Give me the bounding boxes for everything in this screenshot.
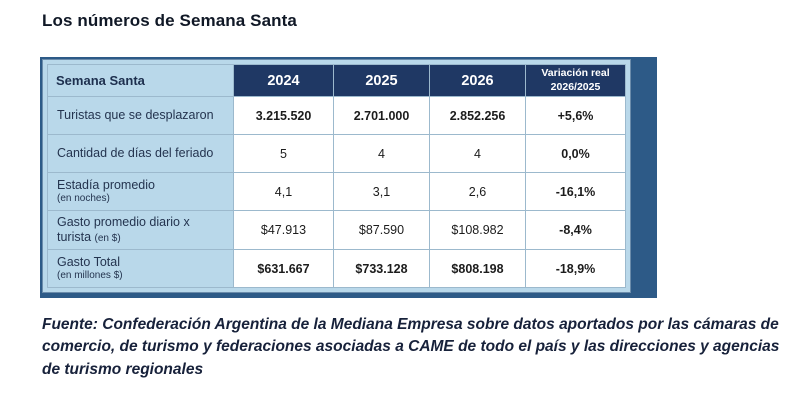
value-cell-2026: 2.852.256 [429, 96, 526, 136]
variation-cell: -16,1% [525, 172, 626, 212]
value-cell-2024: $631.667 [233, 249, 334, 289]
source-note: Fuente: Confederación Argentina de la Me… [42, 316, 780, 378]
value-cell-2024: $47.913 [233, 210, 334, 251]
value-cell-2026: 4 [429, 134, 526, 174]
row-label-unit: (en millones $) [57, 270, 123, 282]
table-frame: Semana Santa 2024 2025 2026 Variación re… [42, 59, 631, 294]
row-label-cell: Cantidad de días del feriado [47, 134, 234, 174]
table-row-gasto-promedio: Gasto promedio diario x turista (en $) $… [47, 210, 626, 251]
table-header-row: Semana Santa 2024 2025 2026 Variación re… [47, 63, 626, 98]
value-cell-2025: 4 [333, 134, 430, 174]
table-row-dias-feriado: Cantidad de días del feriado 5 4 4 0,0% [47, 134, 626, 174]
row-label-cell: Turistas que se desplazaron [47, 96, 234, 136]
value-cell-2026: 2,6 [429, 172, 526, 212]
row-label-cell: Gasto Total (en millones $) [47, 249, 234, 289]
table-row-turistas: Turistas que se desplazaron 3.215.520 2.… [47, 96, 626, 136]
value-cell-2025: $733.128 [333, 249, 430, 289]
row-label-text: Gasto Total [57, 255, 121, 270]
table-shadow: Semana Santa 2024 2025 2026 Variación re… [40, 57, 657, 299]
row-label-cell: Gasto promedio diario x turista (en $) [47, 210, 234, 251]
value-cell-2024: 5 [233, 134, 334, 174]
table-row-gasto-total: Gasto Total (en millones $) $631.667 $73… [47, 249, 626, 289]
value-cell-2026: $808.198 [429, 249, 526, 289]
header-semana-santa: Semana Santa [47, 63, 234, 98]
value-cell-2024: 4,1 [233, 172, 334, 212]
header-2024: 2024 [233, 63, 334, 98]
header-2026: 2026 [429, 63, 526, 98]
row-label-text: Estadía promedio [57, 178, 155, 193]
row-label-text: Cantidad de días del feriado [57, 146, 214, 161]
value-cell-2024: 3.215.520 [233, 96, 334, 136]
variation-cell: -18,9% [525, 249, 626, 289]
row-label-cell: Estadía promedio (en noches) [47, 172, 234, 212]
semana-santa-table: Semana Santa 2024 2025 2026 Variación re… [47, 63, 626, 289]
variation-cell: -8,4% [525, 210, 626, 251]
variation-cell: 0,0% [525, 134, 626, 174]
value-cell-2025: $87.590 [333, 210, 430, 251]
variation-cell: +5,6% [525, 96, 626, 136]
row-label-unit: (en noches) [57, 193, 110, 205]
row-label-unit: (en $) [94, 233, 121, 245]
page-title: Los números de Semana Santa [42, 11, 297, 30]
value-cell-2025: 2.701.000 [333, 96, 430, 136]
value-cell-2025: 3,1 [333, 172, 430, 212]
value-cell-2026: $108.982 [429, 210, 526, 251]
row-label-text: Turistas que se desplazaron [57, 108, 214, 123]
table-row-estadia: Estadía promedio (en noches) 4,1 3,1 2,6… [47, 172, 626, 212]
header-2025: 2025 [333, 63, 430, 98]
row-label-text: Gasto promedio diario x turista [57, 215, 190, 245]
header-variation: Variación real 2026/2025 [525, 63, 626, 98]
